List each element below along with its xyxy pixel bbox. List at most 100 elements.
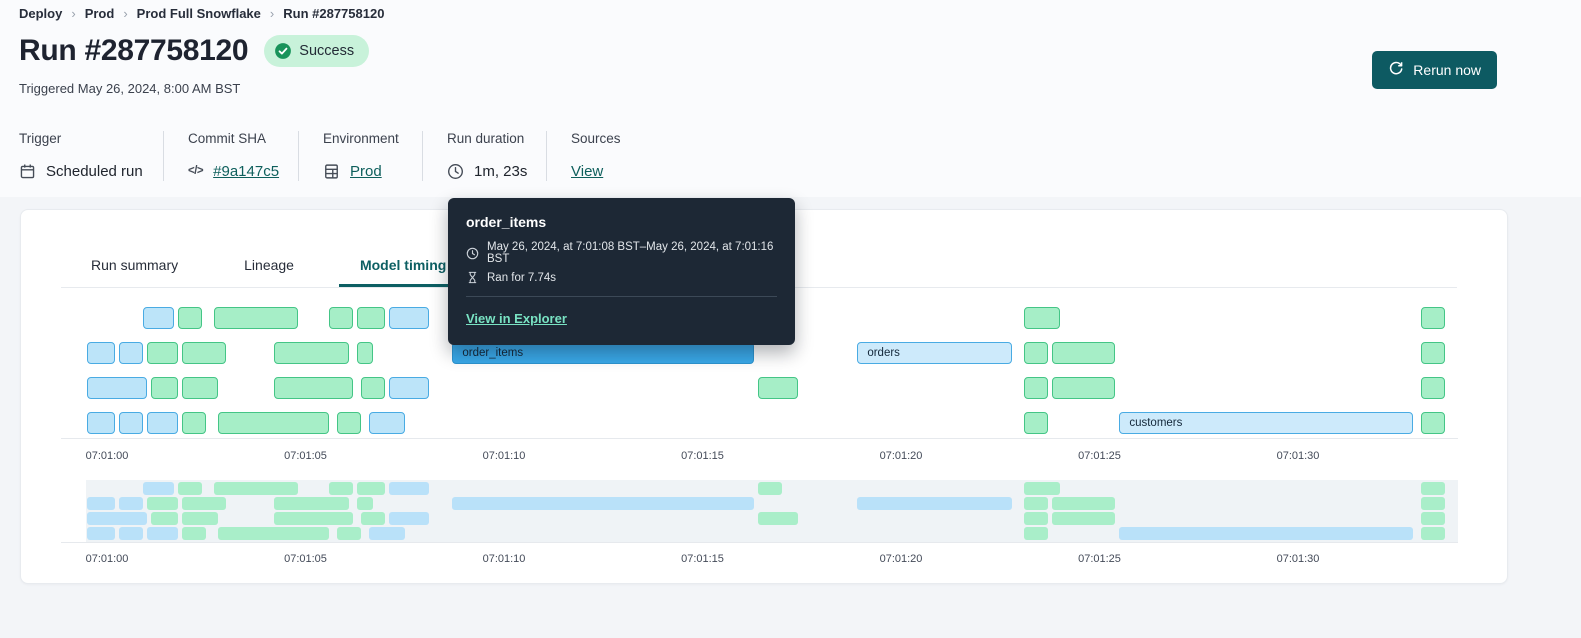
minimap-bar — [337, 527, 362, 540]
minimap-bar — [758, 482, 782, 495]
tooltip-time-range: May 26, 2024, at 7:01:08 BST–May 26, 202… — [487, 241, 774, 265]
timing-bar[interactable] — [361, 377, 385, 399]
timing-bar[interactable] — [273, 377, 354, 399]
axis-tick-label: 07:01:00 — [85, 553, 129, 565]
timing-bar[interactable] — [1024, 377, 1048, 399]
minimap-bar — [357, 482, 385, 495]
timing-bar[interactable] — [1421, 412, 1445, 434]
timing-bar[interactable] — [329, 307, 354, 329]
meta-column-environment: Environment Prod — [299, 131, 423, 181]
timing-bar[interactable] — [1421, 342, 1445, 364]
timing-bar-order_items[interactable]: order_items — [452, 342, 755, 364]
timing-bar[interactable] — [1051, 377, 1116, 399]
timing-bar[interactable] — [337, 412, 362, 434]
minimap-bar — [388, 512, 429, 525]
tooltip-model-name: order_items — [466, 214, 547, 230]
meta-label: Trigger — [19, 131, 62, 146]
chevron-right-icon: › — [71, 6, 76, 21]
minimap-bar — [118, 497, 143, 510]
timing-bar[interactable] — [87, 377, 147, 399]
timing-bar[interactable] — [357, 307, 385, 329]
meta-label: Run duration — [447, 131, 525, 146]
meta-link-sources[interactable]: View — [571, 162, 604, 180]
timing-bar[interactable] — [218, 412, 330, 434]
timing-bar[interactable] — [1421, 377, 1445, 399]
timing-bar[interactable] — [273, 342, 350, 364]
tooltip-divider — [466, 296, 777, 297]
time-axis-line — [61, 438, 1458, 439]
timing-bar[interactable] — [178, 307, 203, 329]
breadcrumb-item[interactable]: Prod — [84, 6, 115, 21]
minimap-bar — [87, 527, 115, 540]
minimap-bar — [1051, 512, 1116, 525]
status-badge-label: Success — [299, 43, 355, 59]
meta-value: View — [571, 161, 677, 181]
timing-bar[interactable] — [1024, 412, 1048, 434]
minimap-bar — [1119, 527, 1414, 540]
minimap-bar — [1024, 482, 1060, 495]
timing-bar[interactable] — [357, 342, 373, 364]
check-circle-icon — [274, 42, 292, 60]
tooltip-duration: Ran for 7.74s — [487, 271, 557, 284]
tab-lineage[interactable]: Lineage — [244, 257, 294, 273]
timing-bar[interactable] — [388, 307, 429, 329]
timing-bar[interactable] — [182, 412, 207, 434]
time-axis-line — [61, 542, 1458, 543]
timing-bar[interactable] — [758, 377, 798, 399]
minimap-bar — [87, 497, 115, 510]
meta-label: Commit SHA — [188, 131, 267, 146]
hourglass-icon — [466, 271, 479, 284]
minimap-bar — [1421, 482, 1445, 495]
breadcrumb-item[interactable]: Prod Full Snowflake — [136, 6, 261, 21]
meta-column-run-duration: Run duration 1m, 23s — [423, 131, 547, 181]
tab-model-timing[interactable]: Model timing — [338, 246, 468, 287]
timing-bar[interactable] — [182, 342, 227, 364]
timing-bar[interactable] — [118, 412, 143, 434]
timing-bar[interactable] — [1024, 307, 1060, 329]
breadcrumb-item[interactable]: Deploy — [19, 6, 63, 21]
timing-bar-customers[interactable]: customers — [1119, 412, 1414, 434]
minimap-bar — [329, 482, 354, 495]
timing-bar-label: customers — [1129, 417, 1183, 429]
axis-tick-label: 07:01:10 — [482, 450, 526, 462]
meta-label: Sources — [571, 131, 621, 146]
tab-run-summary[interactable]: Run summary — [91, 257, 179, 273]
axis-tick-label: 07:01:25 — [1078, 553, 1121, 565]
timing-bar[interactable] — [182, 377, 219, 399]
minimap-bar — [357, 497, 373, 510]
timing-bar[interactable] — [150, 377, 179, 399]
timing-bar[interactable] — [1024, 342, 1048, 364]
timing-bar[interactable] — [1051, 342, 1116, 364]
title-row: Run #287758120 Success — [19, 34, 370, 68]
axis-tick-label: 07:01:25 — [1078, 450, 1121, 462]
axis-tick-label: 07:01:10 — [482, 553, 526, 565]
timing-bar[interactable] — [142, 307, 175, 329]
timing-bar-orders[interactable]: orders — [857, 342, 1013, 364]
timing-bar[interactable] — [146, 342, 179, 364]
minimap-bar — [1421, 527, 1445, 540]
page-title: Run #287758120 — [19, 34, 249, 67]
meta-label: Environment — [323, 131, 399, 146]
timing-bar[interactable] — [388, 377, 429, 399]
timing-bar-label: order_items — [462, 347, 524, 359]
chevron-right-icon: › — [269, 6, 275, 21]
meta-link-commit-sha[interactable]: #9a147c5 — [213, 162, 280, 180]
breadcrumb-item: Run #287758120 — [283, 6, 385, 21]
meta-link-environment[interactable]: Prod — [350, 162, 382, 180]
timing-bar[interactable] — [87, 342, 115, 364]
timing-bar[interactable] — [146, 412, 179, 434]
timing-bar[interactable] — [118, 342, 143, 364]
timing-bar[interactable] — [87, 412, 115, 434]
minimap-bar — [178, 482, 203, 495]
view-in-explorer-link[interactable]: View in Explorer — [466, 311, 567, 326]
timing-bar[interactable] — [1421, 307, 1445, 329]
calendar-icon — [19, 163, 36, 180]
minimap-bar — [182, 497, 227, 510]
minimap-bar — [214, 482, 298, 495]
timing-bar[interactable] — [214, 307, 298, 329]
minimap-bar — [452, 497, 755, 510]
minimap-bar — [273, 497, 350, 510]
rerun-now-button[interactable]: Rerun now — [1372, 51, 1497, 89]
timing-bar[interactable] — [369, 412, 405, 434]
page-header-background — [0, 0, 1581, 197]
